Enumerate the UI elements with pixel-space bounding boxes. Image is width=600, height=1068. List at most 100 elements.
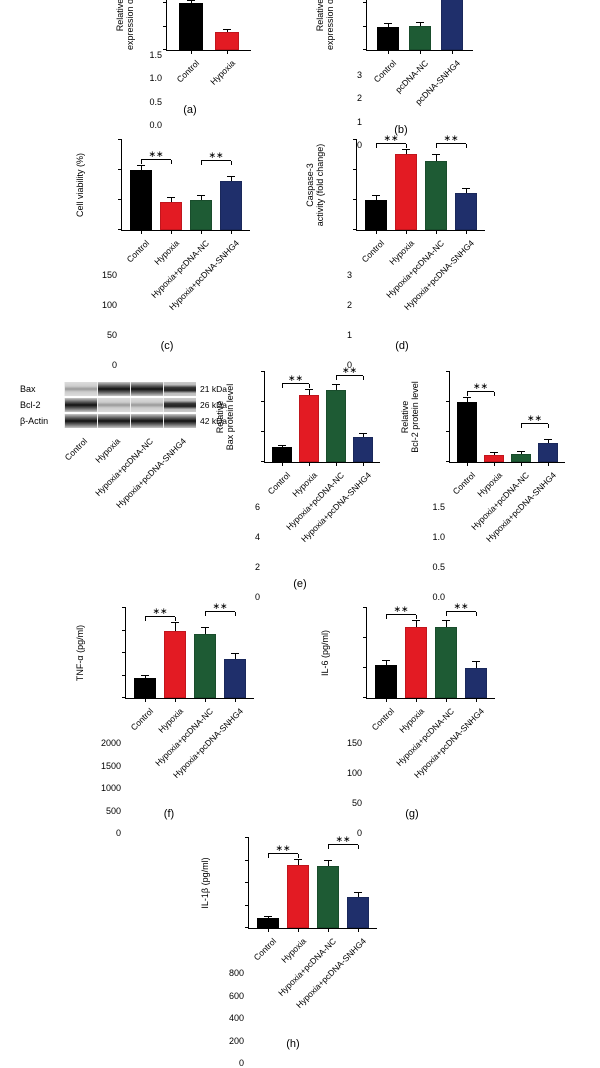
chart-e_bax: RelativeBax protein level∗∗∗∗0246Control… xyxy=(230,372,389,592)
bar xyxy=(130,170,152,230)
bar xyxy=(160,202,182,230)
bar xyxy=(538,443,558,462)
x-tick-label: Control xyxy=(49,706,155,812)
axes: ∗∗ ∗∗ xyxy=(121,140,250,231)
blot-band xyxy=(97,382,130,396)
significance-marker: ∗∗ xyxy=(275,843,290,854)
significance-marker: ∗∗ xyxy=(212,601,227,612)
x-tick-label: Control xyxy=(172,936,278,1042)
blot-band xyxy=(163,398,196,412)
bar xyxy=(441,0,463,50)
bar xyxy=(272,447,292,462)
blot-row-label: Bax xyxy=(20,384,64,394)
significance-marker: ∗∗ xyxy=(383,133,398,144)
blot-band xyxy=(130,414,163,428)
bar xyxy=(455,193,477,230)
y-tick-label: 0.0 xyxy=(421,592,445,602)
axes: ∗∗∗∗ xyxy=(449,372,565,463)
y-tick-label: 0 xyxy=(97,828,121,838)
bar xyxy=(347,897,369,929)
significance-marker: ∗∗ xyxy=(208,150,223,161)
panel-label: (f) xyxy=(164,808,174,820)
y-axis-title: Relativeexpression of SNHG4 xyxy=(315,0,335,50)
y-axis-title: TNF-α (pg/ml) xyxy=(75,608,85,698)
bar xyxy=(194,634,216,698)
y-tick-label: 0 xyxy=(236,592,260,602)
panel-label: (e) xyxy=(293,578,306,590)
bar xyxy=(365,200,387,230)
blot-band xyxy=(97,398,130,412)
axes: ∗∗ xyxy=(366,0,473,51)
significance-marker: ∗∗ xyxy=(152,606,167,617)
chart-f: TNF-α (pg/ml)∗∗∗∗0500100015002000Control… xyxy=(85,608,263,828)
bar xyxy=(224,659,246,698)
bar xyxy=(375,665,397,698)
blot-band xyxy=(97,414,130,428)
axes: ∗∗∗∗ xyxy=(366,608,495,699)
blot-band xyxy=(130,382,163,396)
bar xyxy=(511,454,531,462)
y-tick-label: 1.0 xyxy=(138,73,162,83)
blot-band xyxy=(64,398,97,412)
panel-label: (a) xyxy=(183,104,196,116)
y-axis-title: Cell viability (%) xyxy=(75,140,85,230)
chart-h: IL-1β (pg/ml)∗∗∗∗0200400600800ControlHyp… xyxy=(210,838,386,1058)
y-axis-title: RelativeBax protein level xyxy=(215,372,235,462)
bar xyxy=(395,154,417,231)
y-tick-label: 0 xyxy=(93,360,117,370)
blot-band xyxy=(64,414,97,428)
bar xyxy=(457,402,477,462)
bar xyxy=(435,627,457,698)
bar xyxy=(179,3,203,50)
significance-marker: ∗∗ xyxy=(335,834,350,845)
blot-row-label: β-Actin xyxy=(20,416,64,426)
x-tick-label: Control xyxy=(45,238,151,344)
significance-marker: ∗∗ xyxy=(527,413,542,424)
bar xyxy=(465,668,487,698)
y-axis-title: RelativeBcl-2 protein level xyxy=(400,372,420,462)
blot-band xyxy=(163,414,196,428)
bar xyxy=(287,865,309,928)
chart-a: Relativeexpression of SNHG4∗∗0.00.51.01.… xyxy=(130,0,260,120)
y-axis-title: IL-1β (pg/ml) xyxy=(200,838,210,928)
bar xyxy=(220,181,242,230)
significance-marker: ∗∗ xyxy=(393,604,408,615)
bar xyxy=(409,26,431,51)
bar xyxy=(484,455,504,462)
x-tick-label: Hypoxia xyxy=(398,470,504,576)
y-axis-title: Relativeexpression of SNHG4 xyxy=(115,0,135,50)
blot-band xyxy=(64,382,97,396)
x-tick-label: Control xyxy=(290,706,396,812)
axes: ∗∗∗∗ xyxy=(264,372,380,463)
bar xyxy=(317,866,339,928)
blot-band xyxy=(163,382,196,396)
significance-marker: ∗∗ xyxy=(443,133,458,144)
significance-marker: ∗∗ xyxy=(288,373,303,384)
significance-marker: ∗∗ xyxy=(342,365,357,376)
panel-label: (c) xyxy=(161,340,174,352)
bar xyxy=(326,390,346,462)
y-axis-title: Caspase-3activity (fold change) xyxy=(305,140,325,230)
blot-row-label: Bcl-2 xyxy=(20,400,64,410)
bar xyxy=(377,27,399,50)
significance-marker: ∗∗ xyxy=(148,149,163,160)
bar xyxy=(134,678,156,698)
x-tick-label: Control xyxy=(280,238,386,344)
bar xyxy=(190,200,212,230)
significance-marker: ∗∗ xyxy=(453,601,468,612)
x-tick-label: Hypoxia+pcDNA-NC xyxy=(425,470,531,576)
bar xyxy=(353,437,373,463)
bar xyxy=(405,627,427,698)
panel-label: (d) xyxy=(395,340,408,352)
y-axis-title: IL-6 (pg/ml) xyxy=(320,608,330,698)
panel-label: (h) xyxy=(286,1038,299,1050)
bar xyxy=(215,32,239,50)
bar xyxy=(425,161,447,230)
chart-g: IL-6 (pg/ml)∗∗∗∗050100150ControlHypoxiaH… xyxy=(330,608,504,828)
bar xyxy=(299,395,319,463)
y-tick-label: 3 xyxy=(338,70,362,80)
bar xyxy=(257,918,279,928)
chart-b: Relativeexpression of SNHG4∗∗0123Control… xyxy=(330,0,482,140)
axes: ∗∗ xyxy=(166,0,251,51)
y-tick-label: 1.5 xyxy=(138,50,162,60)
